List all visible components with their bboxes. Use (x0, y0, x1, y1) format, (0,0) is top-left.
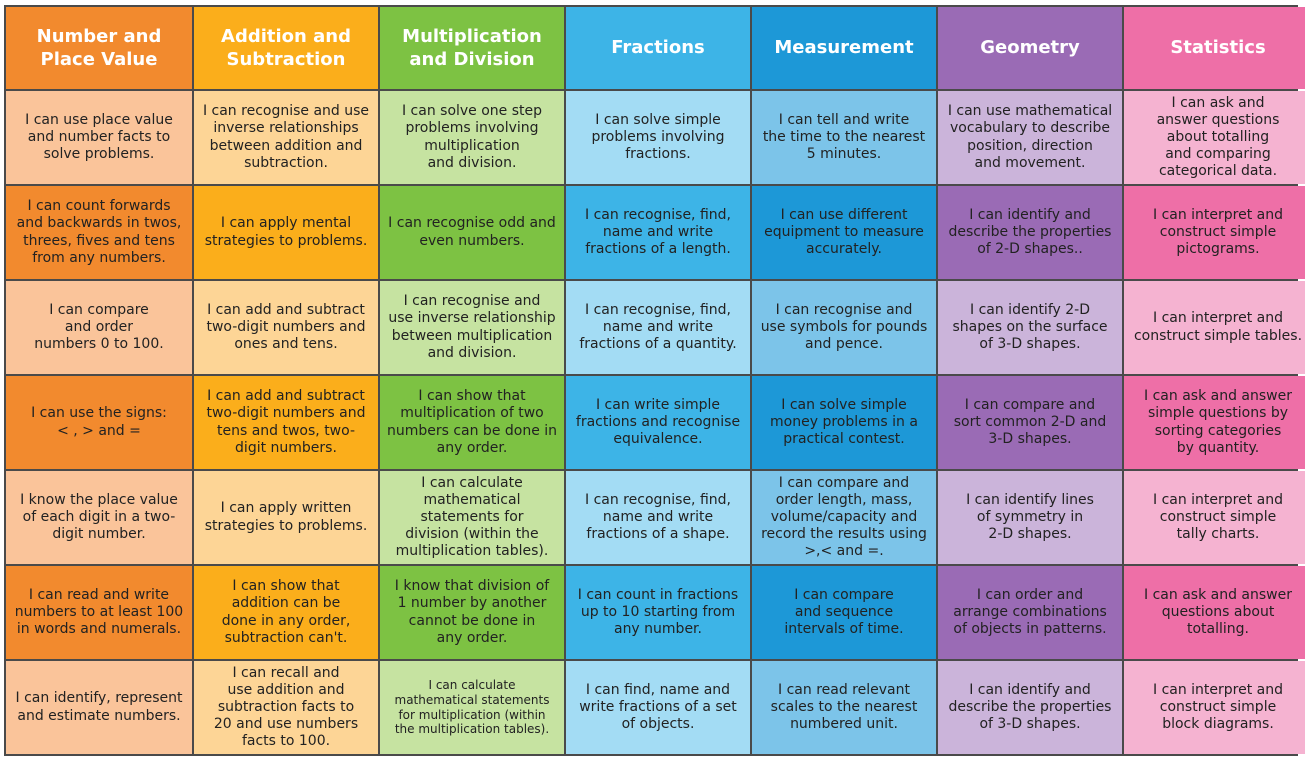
objective-cell-multiplication-and-division-row-6: I know that division of 1 number by anot… (380, 566, 564, 659)
objective-cell-number-and-place-value-row-2: I can count forwards and backwards in tw… (6, 186, 192, 279)
objective-cell-fractions-row-1: I can solve simple problems involving fr… (566, 91, 750, 184)
objective-cell-fractions-row-7: I can find, name and write fractions of … (566, 661, 750, 754)
column-header-statistics: Statistics (1124, 7, 1305, 89)
objective-cell-multiplication-and-division-row-7: I can calculate mathematical statements … (380, 661, 564, 754)
column-header-multiplication-and-division: Multiplication and Division (380, 7, 564, 89)
objective-cell-addition-and-subtraction-row-5: I can apply written strategies to proble… (194, 471, 378, 564)
objective-cell-geometry-row-7: I can identify and describe the properti… (938, 661, 1122, 754)
objective-cell-measurement-row-5: I can compare and order length, mass, vo… (752, 471, 936, 564)
objective-cell-measurement-row-1: I can tell and write the time to the nea… (752, 91, 936, 184)
objective-cell-statistics-row-6: I can ask and answer questions about tot… (1124, 566, 1305, 659)
objective-cell-statistics-row-3: I can interpret and construct simple tab… (1124, 281, 1305, 374)
objective-cell-fractions-row-3: I can recognise, find, name and write fr… (566, 281, 750, 374)
column-header-number-and-place-value: Number and Place Value (6, 7, 192, 89)
objectives-table: Number and Place Value Addition and Subtr… (4, 5, 1305, 756)
objective-cell-geometry-row-6: I can order and arrange combinations of … (938, 566, 1122, 659)
objective-cell-fractions-row-6: I can count in fractions up to 10 starti… (566, 566, 750, 659)
objective-cell-fractions-row-2: I can recognise, find, name and write fr… (566, 186, 750, 279)
objective-cell-measurement-row-7: I can read relevant scales to the neares… (752, 661, 936, 754)
objective-cell-geometry-row-3: I can identify 2-D shapes on the surface… (938, 281, 1122, 374)
objective-cell-multiplication-and-division-row-3: I can recognise and use inverse relation… (380, 281, 564, 374)
objective-cell-number-and-place-value-row-3: I can compare and order numbers 0 to 100… (6, 281, 192, 374)
objective-cell-statistics-row-4: I can ask and answer simple questions by… (1124, 376, 1305, 469)
objective-cell-number-and-place-value-row-6: I can read and write numbers to at least… (6, 566, 192, 659)
column-header-fractions: Fractions (566, 7, 750, 89)
objective-cell-number-and-place-value-row-4: I can use the signs: < , > and = (6, 376, 192, 469)
objective-cell-addition-and-subtraction-row-4: I can add and subtract two-digit numbers… (194, 376, 378, 469)
objective-cell-multiplication-and-division-row-5: I can calculate mathematical statements … (380, 471, 564, 564)
objective-cell-addition-and-subtraction-row-6: I can show that addition can be done in … (194, 566, 378, 659)
objective-cell-multiplication-and-division-row-4: I can show that multiplication of two nu… (380, 376, 564, 469)
objective-cell-multiplication-and-division-row-1: I can solve one step problems involving … (380, 91, 564, 184)
objective-cell-measurement-row-2: I can use different equipment to measure… (752, 186, 936, 279)
objective-cell-multiplication-and-division-row-2: I can recognise odd and even numbers. (380, 186, 564, 279)
column-header-measurement: Measurement (752, 7, 936, 89)
objective-cell-statistics-row-2: I can interpret and construct simple pic… (1124, 186, 1305, 279)
objective-cell-fractions-row-5: I can recognise, find, name and write fr… (566, 471, 750, 564)
objective-cell-fractions-row-4: I can write simple fractions and recogni… (566, 376, 750, 469)
objective-cell-statistics-row-5: I can interpret and construct simple tal… (1124, 471, 1305, 564)
column-header-addition-and-subtraction: Addition and Subtraction (194, 7, 378, 89)
objective-cell-measurement-row-3: I can recognise and use symbols for poun… (752, 281, 936, 374)
objective-cell-measurement-row-6: I can compare and sequence intervals of … (752, 566, 936, 659)
objective-cell-geometry-row-2: I can identify and describe the properti… (938, 186, 1122, 279)
objective-cell-addition-and-subtraction-row-2: I can apply mental strategies to problem… (194, 186, 378, 279)
objective-cell-addition-and-subtraction-row-1: I can recognise and use inverse relation… (194, 91, 378, 184)
objective-cell-measurement-row-4: I can solve simple money problems in a p… (752, 376, 936, 469)
objective-cell-number-and-place-value-row-7: I can identify, represent and estimate n… (6, 661, 192, 754)
objective-cell-number-and-place-value-row-1: I can use place value and number facts t… (6, 91, 192, 184)
objective-cell-geometry-row-1: I can use mathematical vocabulary to des… (938, 91, 1122, 184)
objective-cell-addition-and-subtraction-row-7: I can recall and use addition and subtra… (194, 661, 378, 754)
column-header-geometry: Geometry (938, 7, 1122, 89)
objective-cell-number-and-place-value-row-5: I know the place value of each digit in … (6, 471, 192, 564)
objective-cell-addition-and-subtraction-row-3: I can add and subtract two-digit numbers… (194, 281, 378, 374)
objective-cell-geometry-row-4: I can compare and sort common 2-D and 3-… (938, 376, 1122, 469)
objective-cell-statistics-row-1: I can ask and answer questions about tot… (1124, 91, 1305, 184)
objective-cell-statistics-row-7: I can interpret and construct simple blo… (1124, 661, 1305, 754)
objective-cell-geometry-row-5: I can identify lines of symmetry in 2-D … (938, 471, 1122, 564)
